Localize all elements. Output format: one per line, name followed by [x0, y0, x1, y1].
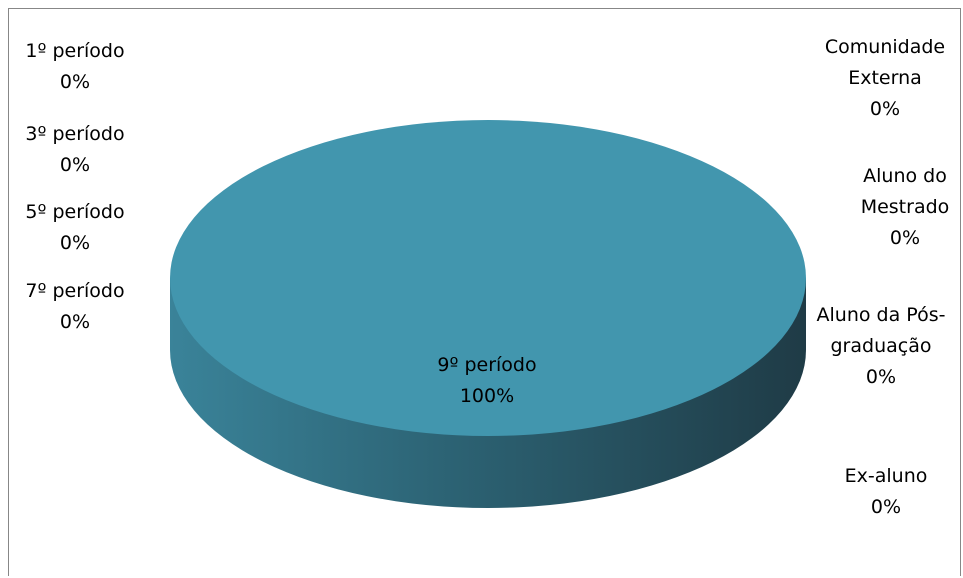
data-label-aluno-mestrado: Aluno do Mestrado 0% — [845, 161, 963, 254]
slice-name: Ex-aluno — [844, 465, 928, 487]
slice-name: 9º período — [437, 354, 537, 376]
chart-frame — [8, 8, 961, 576]
slice-name-line1: Aluno do — [863, 165, 947, 187]
slice-name: 1º período — [25, 40, 125, 62]
slice-percent: 0% — [59, 71, 91, 93]
data-label-1-periodo: 1º período 0% — [20, 36, 130, 98]
slice-percent: 0% — [870, 496, 902, 518]
data-label-comunidade-externa: Comunidade Externa 0% — [810, 32, 960, 125]
slice-name-line2: Externa — [848, 67, 922, 89]
slice-name: 5º período — [25, 201, 125, 223]
slice-percent: 0% — [59, 154, 91, 176]
pie-slice-top — [170, 120, 806, 436]
slice-percent: 0% — [865, 366, 897, 388]
slice-name: 7º período — [25, 280, 125, 302]
slice-percent: 100% — [459, 385, 515, 407]
slice-percent: 0% — [59, 232, 91, 254]
slice-percent: 0% — [869, 98, 901, 120]
data-label-5-periodo: 5º período 0% — [20, 197, 130, 259]
slice-name-line2: Mestrado — [860, 196, 950, 218]
slice-name-line1: Aluno da Pós- — [816, 304, 946, 326]
data-label-7-periodo: 7º período 0% — [20, 276, 130, 338]
data-label-aluno-pos-graduacao: Aluno da Pós- graduação 0% — [806, 300, 956, 393]
slice-percent: 0% — [59, 311, 91, 333]
data-label-9-periodo: 9º período 100% — [427, 350, 547, 412]
data-label-3-periodo: 3º período 0% — [20, 119, 130, 181]
slice-name: 3º período — [25, 123, 125, 145]
data-label-ex-aluno: Ex-aluno 0% — [826, 461, 946, 523]
slice-name-line1: Comunidade — [824, 36, 946, 58]
slice-percent: 0% — [889, 227, 921, 249]
slice-name-line2: graduação — [830, 335, 932, 357]
